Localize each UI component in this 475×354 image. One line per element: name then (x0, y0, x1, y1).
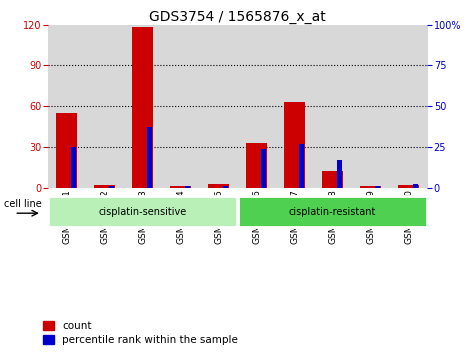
Bar (390, 25, 428, 188)
FancyBboxPatch shape (48, 196, 237, 227)
Bar (94, 185, 115, 188)
Bar (398, 185, 419, 188)
Text: cisplatin-sensitive: cisplatin-sensitive (98, 206, 187, 217)
Title: GDS3754 / 1565876_x_at: GDS3754 / 1565876_x_at (149, 10, 326, 24)
Bar (86, 25, 124, 188)
Legend: count, percentile rank within the sample: count, percentile rank within the sample (43, 321, 238, 345)
Bar (322, 171, 343, 188)
Bar (246, 143, 267, 188)
Bar (337, 160, 342, 188)
Bar (352, 25, 390, 188)
Bar (375, 186, 380, 188)
FancyBboxPatch shape (238, 196, 427, 227)
Bar (284, 102, 305, 188)
Bar (48, 25, 86, 188)
Bar (162, 25, 199, 188)
Bar (238, 25, 276, 188)
Text: cell line: cell line (4, 199, 41, 209)
Bar (132, 28, 153, 188)
Bar (261, 149, 266, 188)
Bar (124, 25, 162, 188)
Bar (170, 186, 191, 188)
Bar (276, 25, 314, 188)
Text: cisplatin-resistant: cisplatin-resistant (289, 206, 376, 217)
Bar (208, 183, 229, 188)
Bar (56, 113, 77, 188)
Bar (200, 25, 238, 188)
Bar (147, 127, 152, 188)
Bar (109, 186, 114, 188)
Bar (360, 186, 381, 188)
Bar (299, 144, 304, 188)
Bar (185, 186, 190, 188)
Bar (413, 184, 418, 188)
Bar (223, 186, 228, 188)
Bar (314, 25, 352, 188)
Bar (71, 147, 76, 188)
